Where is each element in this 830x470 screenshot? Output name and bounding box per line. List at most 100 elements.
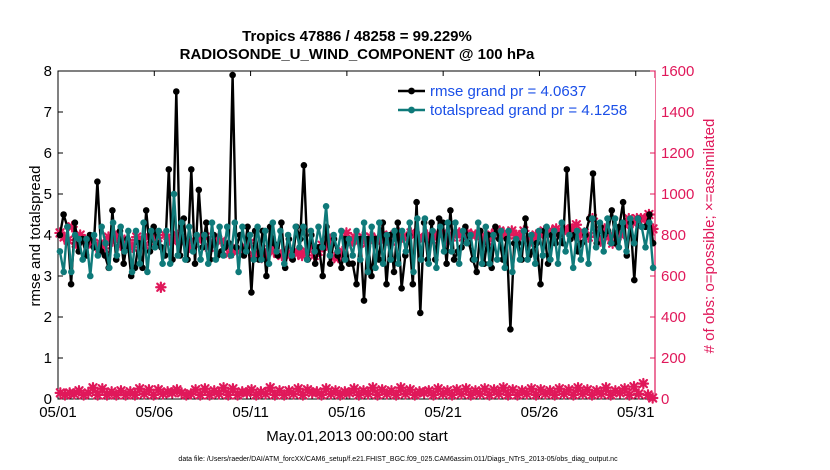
obs-assimilated-lower-marker — [217, 381, 230, 394]
totalspread-point — [391, 227, 398, 235]
rmse-point — [244, 223, 251, 231]
rmse-point — [94, 178, 101, 185]
totalspread-point — [535, 227, 543, 235]
totalspread-point — [212, 256, 220, 263]
chart-title: Tropics 47886 / 48258 = 99.229% — [242, 28, 472, 45]
rmse-point — [165, 166, 173, 173]
y-tick-label-left: 4 — [44, 227, 52, 244]
totalspread-point — [284, 231, 292, 239]
obs-assimilated-lower-marker — [530, 389, 542, 401]
y-tick-label-right: 0 — [661, 391, 669, 408]
totalspread-point — [360, 219, 368, 226]
totalspread-point — [174, 252, 182, 259]
totalspread-point — [334, 248, 341, 255]
obs-assimilated-lower-marker — [119, 389, 132, 401]
obs-assimilated-lower-marker — [301, 383, 314, 396]
obs-assimilated-lower-marker — [642, 389, 654, 401]
totalspread-point — [151, 244, 159, 251]
totalspread-point — [330, 231, 338, 239]
obs-assimilated-lower-marker — [628, 380, 640, 393]
obs-assimilated-lower-marker — [362, 388, 374, 400]
y-tick-label-left: 7 — [44, 104, 52, 121]
totalspread-point — [102, 239, 109, 247]
obs-assimilated-lower-marker — [632, 388, 645, 400]
rmse-point — [646, 211, 653, 218]
totalspread-point — [223, 223, 231, 231]
rmse-point — [522, 215, 529, 222]
totalspread-point — [56, 248, 64, 255]
obs-assimilated-upper-marker — [574, 229, 587, 241]
obs-assimilated-upper-marker — [514, 231, 526, 243]
totalspread-point — [83, 235, 90, 243]
obs-assimilated-lower-marker — [399, 388, 412, 400]
totalspread-point — [592, 244, 600, 251]
obs-assimilated-lower-marker — [185, 388, 197, 400]
data-file-footnote: data file: /Users/raeder/DAI/ATM_forcXX/… — [178, 456, 618, 463]
x-tick-label: 05/11 — [232, 404, 268, 421]
rmse-point — [608, 207, 616, 214]
obs-assimilated-lower-marker — [77, 389, 90, 401]
totalspread-point — [634, 215, 642, 222]
totalspread-point — [547, 256, 554, 263]
obs-assimilated-lower-marker — [450, 383, 463, 396]
obs-assimilated-lower-marker — [604, 389, 617, 401]
rmse-point — [631, 276, 638, 284]
obs-assimilated-lower-marker — [315, 389, 328, 401]
totalspread-point — [208, 219, 216, 226]
totalspread-point — [106, 264, 113, 272]
obs-assimilated-lower-marker — [516, 385, 528, 397]
obs-assimilated-upper-marker — [562, 225, 575, 237]
rmse-point — [263, 272, 270, 280]
totalspread-point — [604, 215, 611, 222]
rmse-point — [492, 223, 499, 231]
obs-assimilated-lower-marker — [520, 388, 533, 400]
obs-assimilated-upper-marker — [510, 229, 522, 241]
obs-assimilated-lower-marker — [273, 385, 286, 397]
totalspread-point — [383, 231, 391, 239]
obs-assimilated-upper-marker — [336, 245, 349, 258]
totalspread-point — [497, 227, 505, 235]
y-tick-label-left: 2 — [44, 309, 52, 326]
totalspread-point — [87, 272, 94, 280]
totalspread-point — [421, 215, 429, 222]
obs-assimilated-lower-marker — [595, 388, 608, 400]
obs-assimilated-lower-marker — [506, 383, 519, 396]
totalspread-point — [75, 235, 83, 243]
obs-assimilated-lower-marker — [357, 385, 370, 397]
obs-assimilated-lower-marker — [250, 389, 263, 401]
obs-assimilated-lower-marker — [353, 389, 365, 401]
legend-marker-rmse — [408, 87, 415, 95]
obs-assimilated-lower-marker — [567, 389, 580, 401]
totalspread-point — [520, 227, 528, 235]
obs-assimilated-lower-marker — [175, 387, 188, 399]
obs-assimilated-lower-marker — [539, 388, 552, 400]
rmse-point — [443, 260, 450, 268]
obs-assimilated-lower-marker — [292, 382, 304, 395]
totalspread-point — [398, 227, 406, 235]
totalspread-point — [550, 227, 558, 235]
totalspread-point — [444, 219, 452, 226]
obs-assimilated-lower-marker — [208, 385, 221, 397]
y-axis-label-right: # of obs: o=possible; ×=assimilated — [701, 119, 718, 354]
totalspread-point — [227, 252, 235, 259]
obs-assimilated-lower-marker — [646, 392, 659, 404]
y-tick-label-left: 0 — [44, 391, 52, 408]
obs-assimilated-lower-marker — [287, 388, 300, 400]
totalspread-point — [440, 248, 448, 255]
totalspread-point — [159, 260, 166, 268]
obs-assimilated-lower-marker — [623, 389, 636, 401]
obs-assimilated-upper-marker — [497, 227, 510, 239]
totalspread-point — [296, 244, 303, 251]
obs-assimilated-lower-marker — [311, 386, 323, 398]
obs-assimilated-lower-marker — [469, 385, 482, 397]
totalspread-point — [79, 256, 86, 263]
y-tick-label-left: 8 — [44, 63, 52, 80]
totalspread-point — [524, 256, 531, 263]
totalspread-point — [197, 256, 204, 263]
obs-assimilated-lower-marker — [189, 383, 202, 396]
obs-assimilated-lower-marker — [511, 389, 524, 401]
totalspread-point — [539, 252, 547, 259]
totalspread-point — [277, 227, 284, 235]
totalspread-point — [566, 231, 573, 239]
y-axis-label-left: rmse and totalspread — [27, 166, 44, 307]
